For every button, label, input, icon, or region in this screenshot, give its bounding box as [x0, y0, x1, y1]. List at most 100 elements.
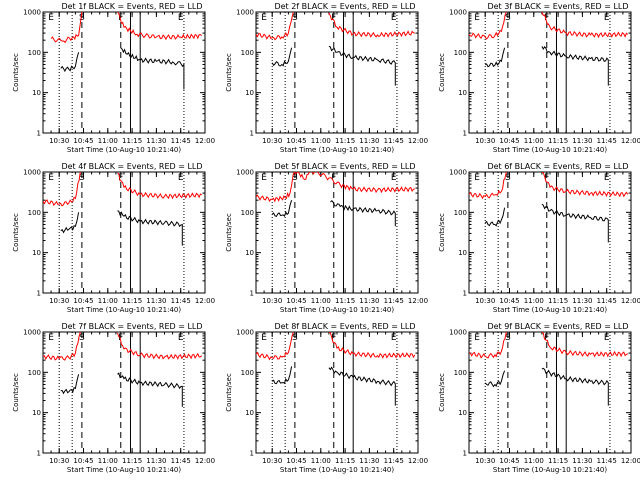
y-tick-label: 1: [463, 290, 467, 298]
phase-marker-e: E: [604, 13, 610, 23]
events-series-line: [541, 45, 609, 86]
x-tick-label: 10:30: [262, 297, 282, 305]
x-tick-label: 11:15: [548, 137, 568, 145]
x-axis-label: Start Time (10-Aug-10 10:21:40): [280, 466, 394, 474]
y-tick-label: 1000: [236, 9, 254, 17]
y-axis-label: Counts/sec: [225, 213, 233, 252]
y-tick-label: 100: [28, 209, 41, 217]
y-tick-label: 10: [458, 249, 467, 257]
lld-series-line: [256, 172, 415, 203]
y-tick-label: 1000: [449, 9, 467, 17]
x-tick-label: 11:30: [146, 297, 166, 305]
y-tick-label: 100: [241, 369, 254, 377]
detector-chart-3: Det 3f BLACK = Events, RED = LLD 1 10 100 10…: [438, 2, 640, 154]
detector-chart-6: Det 6f BLACK = Events, RED = LLD 1 10 100 10…: [438, 162, 640, 314]
phase-marker-e: E: [178, 333, 184, 343]
x-tick-label: 11:00: [524, 297, 544, 305]
phase-marker-f: F: [118, 333, 123, 343]
phase-marker-e: E: [48, 333, 54, 343]
events-series-line: [117, 372, 183, 407]
events-series-line: [271, 366, 293, 385]
x-tick-label: 10:45: [499, 457, 519, 465]
x-tick-label: 11:15: [548, 297, 568, 305]
y-tick-label: 10: [245, 249, 254, 257]
x-tick-label: 10:45: [286, 457, 306, 465]
x-tick-label: 11:45: [597, 137, 617, 145]
x-tick-label: 11:15: [122, 137, 142, 145]
y-axis-label: Counts/sec: [12, 213, 20, 252]
events-series-line: [485, 47, 506, 68]
x-tick-label: 10:45: [73, 457, 93, 465]
y-tick-label: 100: [28, 369, 41, 377]
x-tick-label: 11:00: [311, 297, 331, 305]
phase-marker-s: S: [79, 13, 85, 23]
events-series-line: [330, 199, 396, 227]
x-tick-label: 12:00: [621, 457, 640, 465]
phase-marker-s: S: [505, 13, 511, 23]
y-tick-label: 1000: [449, 329, 467, 337]
y-tick-label: 1000: [23, 169, 41, 177]
detector-chart-4: Det 4f BLACK = Events, RED = LLD 1 10 100 10…: [12, 162, 215, 314]
y-tick-label: 10: [245, 89, 254, 97]
events-series-line: [328, 45, 396, 86]
events-series-line: [60, 212, 80, 234]
events-series-line: [271, 200, 293, 218]
x-tick-label: 11:15: [122, 457, 142, 465]
events-series-line: [541, 367, 609, 406]
phase-marker-e: E: [604, 333, 610, 343]
events-series-line: [60, 52, 80, 73]
events-series-line: [484, 370, 506, 388]
phase-marker-e: E: [391, 13, 397, 23]
y-tick-label: 100: [28, 49, 41, 57]
x-tick-label: 10:30: [262, 457, 282, 465]
x-tick-label: 11:00: [524, 137, 544, 145]
chart-title: Det 6f BLACK = Events, RED = LLD: [487, 162, 628, 171]
y-axis-label: Counts/sec: [438, 373, 446, 412]
chart-title: Det 9f BLACK = Events, RED = LLD: [487, 322, 628, 331]
lld-series-line: [541, 172, 629, 198]
phase-marker-f: F: [544, 13, 549, 23]
plot-frame: [255, 331, 419, 454]
x-tick-label: 11:45: [171, 297, 191, 305]
lld-series-line: [117, 12, 203, 41]
phase-marker-e: E: [391, 173, 397, 183]
plot-frame: [42, 171, 206, 294]
y-tick-label: 100: [241, 49, 254, 57]
phase-marker-e: E: [48, 13, 54, 23]
y-tick-label: 100: [241, 209, 254, 217]
phase-marker-s: S: [505, 333, 511, 343]
y-tick-label: 100: [454, 369, 467, 377]
x-tick-label: 11:30: [359, 457, 379, 465]
y-tick-label: 1000: [23, 329, 41, 337]
x-tick-label: 11:30: [572, 457, 592, 465]
detector-chart-5: Det 5f BLACK = Events, RED = LLD 1 10 100 10…: [225, 162, 428, 314]
lld-series-line: [541, 12, 629, 39]
lld-series-line: [328, 332, 416, 359]
events-series-line: [271, 47, 293, 67]
phase-marker-e: E: [261, 173, 267, 183]
y-tick-label: 1: [37, 290, 41, 298]
x-axis-label: Start Time (10-Aug-10 10:21:40): [493, 466, 607, 474]
y-tick-label: 1: [37, 130, 41, 138]
x-tick-label: 11:00: [98, 297, 118, 305]
x-tick-label: 12:00: [195, 137, 215, 145]
phase-marker-f: F: [331, 333, 336, 343]
phase-marker-s: S: [79, 333, 85, 343]
x-tick-label: 10:45: [499, 137, 519, 145]
phase-marker-e: E: [261, 333, 267, 343]
lld-series-line: [256, 332, 294, 361]
x-tick-label: 11:45: [597, 297, 617, 305]
plot-frame: [468, 171, 632, 294]
events-series-line: [117, 210, 183, 246]
y-tick-label: 100: [454, 49, 467, 57]
events-series-line: [328, 366, 396, 406]
x-tick-label: 10:30: [49, 297, 69, 305]
detector-chart-7: Det 7f BLACK = Events, RED = LLD 1 10 100 10…: [12, 322, 215, 474]
phase-marker-s: S: [292, 13, 298, 23]
lld-series-line: [43, 332, 81, 361]
x-axis-label: Start Time (10-Aug-10 10:21:40): [67, 146, 181, 154]
y-tick-label: 1: [463, 130, 467, 138]
y-tick-label: 1: [250, 450, 254, 458]
plot-frame: [468, 331, 632, 454]
